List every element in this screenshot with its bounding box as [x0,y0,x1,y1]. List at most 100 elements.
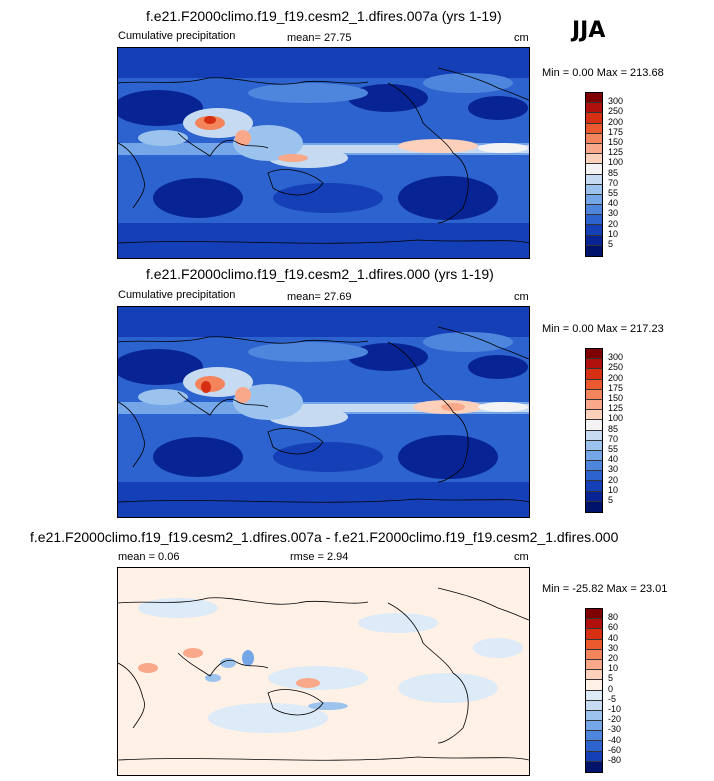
colorbar-box [586,399,602,411]
colorbar-tick-label: -40 [608,734,622,745]
panel2-variable-label: Cumulative precipitation [118,289,236,301]
panel2-colorbar [585,348,603,513]
colorbar-tick-label: 150 [608,393,624,403]
panel2-mean-label: mean= 27.69 [287,291,352,303]
colorbar-tick-label: 200 [608,116,624,127]
colorbar-box [586,113,602,124]
colorbar-box [586,174,602,185]
colorbar-tick-label: -80 [608,755,622,765]
colorbar-box [586,440,602,451]
panel3-mean-label: mean = 0.06 [118,551,180,563]
colorbar-box [586,649,602,660]
colorbar-box [586,710,602,722]
colorbar-box [586,369,602,380]
colorbar-box [586,235,602,246]
colorbar-tick-label: 70 [608,177,619,188]
colorbar-box [586,349,602,360]
colorbar-tick-label: 300 [608,96,624,107]
colorbar-tick-label: 10 [608,228,619,239]
colorbar-tick-label: -5 [608,693,617,704]
panel1-map [117,47,530,259]
colorbar-tick-label: 80 [608,612,619,623]
colorbar-box [586,205,602,216]
colorbar-box [586,501,602,512]
colorbar-box [586,481,602,492]
colorbar-tick-label: 250 [608,362,624,373]
panel1-colorbar [585,92,603,257]
panel3-minmax: Min = -25.82 Max = 23.01 [542,583,668,595]
colorbar-box [586,225,602,236]
colorbar-box [586,143,602,155]
panel3-colorbar [585,608,603,773]
colorbar-tick-label: 125 [608,403,624,414]
colorbar-tick-label: 30 [608,208,619,219]
colorbar-tick-label: -60 [608,744,622,755]
colorbar-tick-label: 55 [608,188,619,198]
colorbar-tick-label: -20 [608,714,622,725]
panel3-map-svg [118,568,529,775]
colorbar-tick-label: 20 [608,218,619,229]
colorbar-tick-label: 300 [608,352,624,363]
colorbar-box [586,379,602,390]
colorbar-box [586,629,602,640]
colorbar-tick-label: 40 [608,454,619,465]
panel2-units: cm [514,291,529,303]
colorbar-tick-label: 40 [608,632,619,643]
colorbar-box [586,184,602,195]
colorbar-box [586,410,602,421]
colorbar-tick-label: 5 [608,239,614,249]
colorbar-box [586,659,602,671]
panel2-map-svg [118,307,529,517]
colorbar-box [586,751,602,762]
colorbar-tick-label: 100 [608,413,624,424]
colorbar-tick-label: -10 [608,704,622,714]
colorbar-tick-label: 30 [608,642,619,653]
colorbar-tick-label: 85 [608,167,619,178]
colorbar-tick-label: 100 [608,157,624,168]
colorbar-box [586,461,602,472]
colorbar-box [586,123,602,134]
colorbar-tick-label: 20 [608,653,619,663]
colorbar-tick-label: -30 [608,724,622,735]
colorbar-box [586,741,602,752]
colorbar-tick-label: 175 [608,382,624,393]
colorbar-tick-label: 40 [608,198,619,209]
colorbar-box [586,194,602,206]
colorbar-box [586,245,602,256]
panel1-mean-label: mean= 27.75 [287,32,352,44]
colorbar-tick-label: 250 [608,106,624,117]
season-label: JJA [572,18,606,43]
colorbar-tick-label: 200 [608,372,624,383]
colorbar-box [586,609,602,620]
colorbar-tick-label: 70 [608,433,619,444]
colorbar-box [586,450,602,462]
colorbar-tick-label: 30 [608,464,619,475]
colorbar-tick-label: 10 [608,484,619,495]
colorbar-box [586,471,602,482]
colorbar-box [586,761,602,772]
colorbar-tick-label: 0 [608,683,614,694]
panel3-rmse-label: rmse = 2.94 [290,551,349,563]
panel1-title: f.e21.F2000climo.f19_f19.cesm2_1.dfires.… [146,8,502,24]
colorbar-box [586,420,602,431]
panel2-map [117,306,530,518]
colorbar-box [586,103,602,114]
colorbar-box [586,670,602,681]
panel3-title: f.e21.F2000climo.f19_f19.cesm2_1.dfires.… [30,529,619,545]
colorbar-tick-label: 150 [608,137,624,147]
colorbar-box [586,700,602,711]
panel1-units: cm [514,32,529,44]
colorbar-box [586,215,602,226]
colorbar-box [586,690,602,701]
colorbar-box [586,721,602,732]
colorbar-box [586,93,602,104]
colorbar-box [586,680,602,691]
panel1-map-svg [118,48,529,258]
colorbar-tick-label: 125 [608,147,624,158]
colorbar-tick-label: 85 [608,423,619,434]
colorbar-tick-label: 5 [608,495,614,505]
colorbar-tick-label: 60 [608,622,619,633]
panel1-minmax: Min = 0.00 Max = 213.68 [542,67,664,79]
panel2-minmax: Min = 0.00 Max = 217.23 [542,323,664,335]
colorbar-box [586,619,602,630]
